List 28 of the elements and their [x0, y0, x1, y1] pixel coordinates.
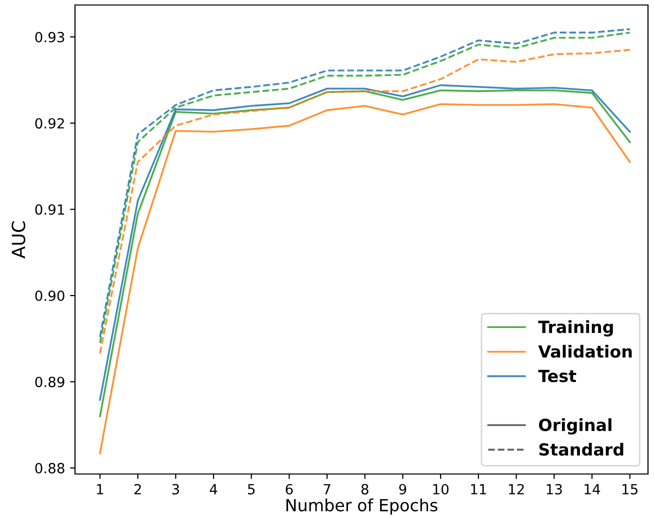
x-tick-label: 12 — [508, 484, 524, 494]
legend-label: Validation — [538, 344, 632, 358]
legend-label: Standard — [539, 442, 624, 456]
y-tick-label: 0.89 — [35, 376, 64, 388]
x-tick-label: 3 — [172, 484, 179, 494]
x-tick-label: 8 — [361, 484, 368, 494]
y-tick-label: 0.88 — [35, 462, 64, 474]
x-tick-label: 5 — [248, 484, 255, 494]
x-tick-label: 4 — [210, 484, 218, 494]
legend-label: Training — [538, 320, 613, 337]
y-tick-label: 0.90 — [35, 290, 64, 302]
x-tick-label: 7 — [324, 484, 330, 494]
y-axis-title: AUC — [12, 221, 26, 258]
x-tick-label: 15 — [622, 484, 638, 494]
x-tick-label: 13 — [546, 484, 562, 494]
x-axis-title: Number of Epochs — [286, 498, 438, 515]
y-tick-label: 0.92 — [35, 118, 64, 129]
y-tick-label: 0.93 — [35, 32, 64, 42]
x-tick-label: 1 — [97, 484, 104, 494]
x-tick-label: 10 — [433, 484, 449, 494]
legend-label: Test — [538, 370, 576, 382]
x-tick-label: 6 — [286, 484, 293, 494]
legend-label: Original — [539, 418, 612, 435]
x-tick-label: 9 — [399, 484, 406, 494]
x-tick-label: 14 — [584, 484, 600, 494]
x-tick-label: 11 — [471, 484, 486, 494]
x-tick-label: 2 — [134, 484, 141, 494]
y-tick-label: 0.91 — [35, 204, 64, 215]
